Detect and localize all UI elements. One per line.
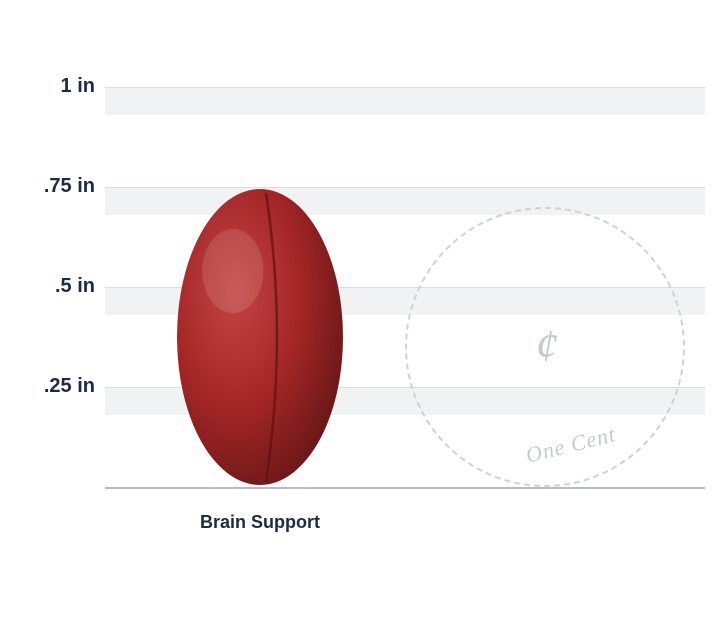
x-label-brain-support: Brain Support xyxy=(200,512,320,533)
grid-band xyxy=(105,87,705,115)
pill-brain-support xyxy=(175,187,345,487)
size-comparison-chart: 1 in.75 in.5 in.25 in¢One Cent Brain Sup… xyxy=(0,0,720,621)
coin-cent-symbol: ¢ xyxy=(535,319,558,372)
y-tick-label: .75 in xyxy=(15,175,95,198)
baseline xyxy=(105,487,705,489)
grid-line xyxy=(105,87,705,88)
y-tick-label: 1 in xyxy=(15,75,95,98)
y-tick-label: .5 in xyxy=(15,275,95,298)
y-tick-label: .25 in xyxy=(15,375,95,398)
